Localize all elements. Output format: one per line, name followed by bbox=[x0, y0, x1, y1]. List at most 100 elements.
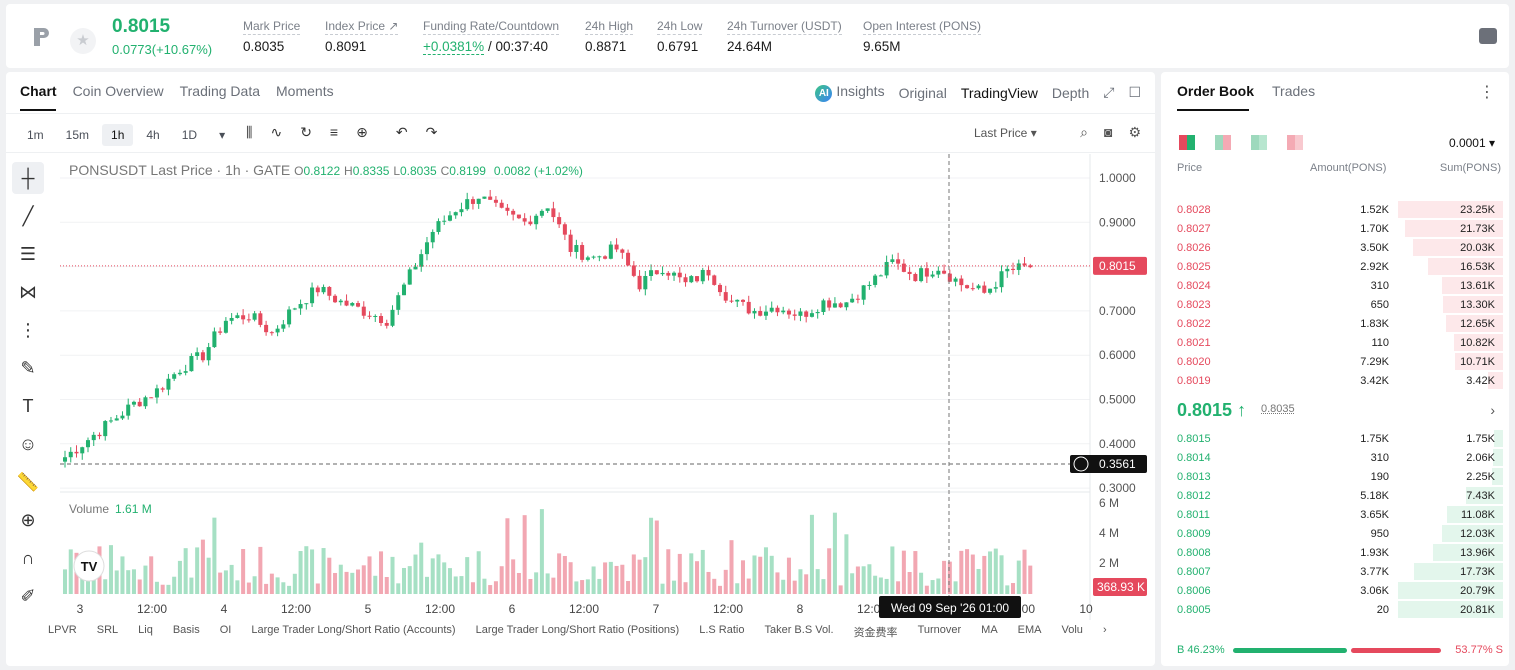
tf-1d[interactable]: 1D bbox=[181, 128, 198, 142]
tab-trading-data[interactable]: Trading Data bbox=[179, 83, 261, 99]
view-both-icon[interactable] bbox=[1179, 135, 1195, 150]
tf-dropdown-icon[interactable]: ▾ bbox=[219, 128, 226, 142]
order-amount: 1.75K bbox=[1360, 433, 1389, 445]
undo-icon[interactable]: ↶ bbox=[395, 124, 408, 140]
more-icon[interactable]: ⋮ bbox=[1479, 84, 1495, 101]
pencil-icon[interactable]: ✐ bbox=[20, 585, 36, 606]
volume-bar bbox=[160, 584, 165, 594]
order-sum: 13.30K bbox=[1460, 299, 1495, 311]
tab-insights[interactable]: AI Insights bbox=[815, 83, 885, 102]
ask-row[interactable]: 0.8024 310 13.61K bbox=[1161, 276, 1509, 295]
ind-turnover[interactable]: Turnover bbox=[917, 624, 962, 636]
ind-liq[interactable]: Liq bbox=[138, 624, 153, 636]
volume-bar bbox=[154, 581, 159, 594]
chevron-right-icon[interactable]: › bbox=[1490, 402, 1495, 418]
bid-row[interactable]: 0.8013 190 2.25K bbox=[1161, 467, 1509, 486]
tab-tradingview[interactable]: TradingView bbox=[960, 84, 1038, 101]
tab-trades[interactable]: Trades bbox=[1272, 83, 1316, 99]
search-icon[interactable]: ⌕ bbox=[1080, 124, 1088, 140]
ask-row[interactable]: 0.8026 3.50K 20.03K bbox=[1161, 238, 1509, 257]
bid-row[interactable]: 0.8011 3.65K 11.08K bbox=[1161, 505, 1509, 524]
candle bbox=[356, 303, 361, 307]
tab-depth[interactable]: Depth bbox=[1051, 84, 1090, 101]
window-icon[interactable]: ☐ bbox=[1128, 84, 1141, 100]
ind-lt-accounts[interactable]: Large Trader Long/Short Ratio (Accounts) bbox=[251, 624, 456, 636]
magnet-icon[interactable]: ∩ bbox=[21, 547, 35, 568]
bid-row[interactable]: 0.8006 3.06K 20.79K bbox=[1161, 581, 1509, 600]
tf-1h[interactable]: 1h bbox=[102, 124, 134, 146]
pattern-icon[interactable]: ⋈ bbox=[19, 281, 37, 302]
bid-row[interactable]: 0.8012 5.18K 7.43K bbox=[1161, 486, 1509, 505]
ind-lt-positions[interactable]: Large Trader Long/Short Ratio (Positions… bbox=[475, 624, 680, 636]
ask-row[interactable]: 0.8023 650 13.30K bbox=[1161, 295, 1509, 314]
emoji-icon[interactable]: ☺ bbox=[18, 433, 38, 454]
candle bbox=[108, 420, 113, 422]
bid-row[interactable]: 0.8005 20 20.81K bbox=[1161, 600, 1509, 619]
refresh-icon[interactable]: ↻ bbox=[300, 124, 312, 140]
orderbook-view-icons bbox=[1179, 135, 1303, 150]
ruler-icon[interactable]: 📏 bbox=[16, 471, 40, 492]
indicator-icon[interactable]: ∿ bbox=[270, 124, 283, 140]
ind-ma[interactable]: MA bbox=[981, 624, 998, 636]
bid-row[interactable]: 0.8008 1.93K 13.96K bbox=[1161, 543, 1509, 562]
add-indicator-icon[interactable]: ⊕ bbox=[356, 124, 368, 140]
bid-row[interactable]: 0.8007 3.77K 17.73K bbox=[1161, 562, 1509, 581]
ind-volu[interactable]: Volu bbox=[1061, 624, 1083, 636]
ind-lpvr[interactable]: LPVR bbox=[48, 624, 77, 636]
ask-row[interactable]: 0.8021 110 10.82K bbox=[1161, 333, 1509, 352]
candle bbox=[562, 224, 567, 235]
ask-row[interactable]: 0.8022 1.83K 12.65K bbox=[1161, 314, 1509, 333]
bid-row[interactable]: 0.8009 950 12.03K bbox=[1161, 524, 1509, 543]
view-bids-icon[interactable] bbox=[1251, 135, 1267, 150]
chevron-right-icon[interactable]: › bbox=[1102, 624, 1107, 636]
candle-type-icon[interactable]: ⫼ bbox=[246, 124, 253, 140]
ask-row[interactable]: 0.8028 1.52K 23.25K bbox=[1161, 200, 1509, 219]
ask-row[interactable]: 0.8019 3.42K 3.42K bbox=[1161, 371, 1509, 390]
volume-bar bbox=[384, 577, 389, 594]
tab-coin-overview[interactable]: Coin Overview bbox=[72, 83, 164, 99]
bid-row[interactable]: 0.8015 1.75K 1.75K bbox=[1161, 429, 1509, 448]
trendline-icon[interactable]: ╱ bbox=[22, 205, 34, 226]
view-split-icon[interactable] bbox=[1215, 135, 1231, 150]
tf-1m[interactable]: 1m bbox=[27, 128, 44, 142]
ask-row[interactable]: 0.8025 2.92K 16.53K bbox=[1161, 257, 1509, 276]
tf-4h[interactable]: 4h bbox=[146, 128, 160, 142]
tab-chart[interactable]: Chart bbox=[20, 83, 57, 99]
gear-icon[interactable]: ⚙ bbox=[1128, 124, 1141, 140]
bid-row[interactable]: 0.8014 310 2.06K bbox=[1161, 448, 1509, 467]
redo-icon[interactable]: ↷ bbox=[425, 124, 438, 140]
zoom-in-icon[interactable]: ⊕ bbox=[20, 509, 36, 530]
horizontal-lines-icon[interactable]: ☰ bbox=[19, 243, 37, 264]
expand-icon[interactable]: ⤢ bbox=[1103, 84, 1115, 100]
tab-order-book[interactable]: Order Book bbox=[1177, 83, 1255, 99]
stat-index-price[interactable]: Index Price ↗ 0.8091 bbox=[325, 19, 399, 54]
ind-ema[interactable]: EMA bbox=[1017, 624, 1042, 636]
text-icon[interactable]: T bbox=[22, 395, 34, 416]
ask-row[interactable]: 0.8020 7.29K 10.71K bbox=[1161, 352, 1509, 371]
tab-original[interactable]: Original bbox=[898, 84, 947, 101]
x-tick-label: 12:00 bbox=[425, 602, 455, 616]
price-type-select[interactable]: Last Price ▾ bbox=[974, 126, 1037, 140]
ind-funding[interactable]: 资金费率 bbox=[853, 627, 898, 639]
volume-bar bbox=[740, 560, 745, 594]
view-asks-icon[interactable] bbox=[1287, 135, 1303, 150]
notebook-icon[interactable] bbox=[1479, 28, 1497, 44]
ind-srl[interactable]: SRL bbox=[96, 624, 119, 636]
tf-15m[interactable]: 15m bbox=[65, 128, 90, 142]
ind-basis[interactable]: Basis bbox=[172, 624, 200, 636]
candle bbox=[453, 212, 458, 216]
candle bbox=[424, 242, 429, 255]
template-icon[interactable]: ≡ bbox=[329, 124, 339, 140]
ind-taker[interactable]: Taker B.S Vol. bbox=[764, 624, 834, 636]
camera-icon[interactable]: ◙ bbox=[1103, 124, 1113, 140]
ask-row[interactable]: 0.8027 1.70K 21.73K bbox=[1161, 219, 1509, 238]
fib-icon[interactable]: ⋮ bbox=[19, 319, 37, 340]
brush-icon[interactable]: ✎ bbox=[20, 357, 36, 378]
crosshair-icon[interactable]: ┼ bbox=[12, 162, 44, 194]
ind-ls-ratio[interactable]: L.S Ratio bbox=[699, 624, 745, 636]
candle bbox=[815, 311, 820, 314]
ind-oi[interactable]: OI bbox=[219, 624, 232, 636]
favorite-star-icon[interactable]: ★ bbox=[70, 28, 96, 54]
tab-moments[interactable]: Moments bbox=[276, 83, 334, 99]
precision-select[interactable]: 0.0001 ▾ bbox=[1448, 136, 1495, 150]
